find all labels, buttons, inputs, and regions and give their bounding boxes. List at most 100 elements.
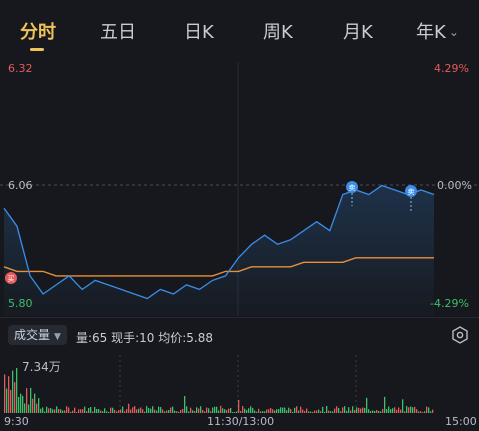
volume-bar bbox=[152, 406, 154, 413]
volume-bar bbox=[114, 409, 116, 413]
volume-bar bbox=[70, 411, 72, 413]
volume-bar bbox=[140, 407, 142, 413]
volume-bar bbox=[254, 410, 256, 413]
volume-bar bbox=[186, 406, 188, 413]
volume-bar bbox=[110, 407, 112, 413]
volume-bar bbox=[148, 407, 150, 413]
volume-bar bbox=[192, 410, 194, 413]
tab-daily-k[interactable]: 日K bbox=[184, 22, 214, 43]
volume-bar bbox=[268, 409, 270, 413]
volume-bar bbox=[6, 388, 8, 413]
sell-marker-2-glyph: 卖 bbox=[408, 188, 415, 196]
volume-bar bbox=[46, 406, 48, 413]
volume-bar bbox=[310, 411, 312, 413]
volume-bar bbox=[162, 409, 164, 413]
volume-bar bbox=[326, 406, 328, 413]
volume-bar bbox=[318, 409, 320, 413]
volume-bar bbox=[402, 399, 404, 413]
price-line bbox=[3, 184, 435, 300]
sell-marker-1[interactable]: 卖 bbox=[346, 181, 358, 206]
volume-bar bbox=[430, 411, 432, 413]
settings-hexagon-icon[interactable] bbox=[450, 325, 470, 345]
volume-bar bbox=[98, 409, 100, 413]
volume-bar bbox=[32, 398, 34, 413]
volume-info: 量:65 现手:10 均价:5.88 bbox=[76, 331, 214, 345]
volume-bar bbox=[378, 410, 380, 413]
volume-bar bbox=[164, 411, 166, 413]
volume-bar bbox=[190, 407, 192, 413]
volume-bar bbox=[306, 408, 308, 413]
chevron-down-icon: ⌄ bbox=[448, 25, 459, 39]
volume-bar bbox=[104, 408, 106, 413]
volume-bar bbox=[422, 412, 424, 413]
volume-bar bbox=[118, 410, 120, 413]
volume-bar bbox=[272, 409, 274, 413]
volume-bar bbox=[342, 407, 344, 413]
tab-five-day[interactable]: 五日 bbox=[100, 22, 136, 43]
volume-bar bbox=[58, 409, 60, 413]
tab-intraday[interactable]: 分时 bbox=[20, 22, 56, 43]
volume-bar bbox=[214, 406, 216, 413]
volume-indicator-select[interactable]: 成交量 ▼ bbox=[8, 325, 67, 345]
volume-bar bbox=[386, 409, 388, 413]
volume-bar bbox=[410, 406, 412, 413]
volume-bar bbox=[288, 407, 290, 413]
volume-bar bbox=[134, 406, 136, 413]
volume-bar bbox=[220, 405, 222, 413]
active-tab-indicator bbox=[30, 48, 44, 51]
volume-bar bbox=[292, 411, 294, 413]
volume-bar bbox=[336, 406, 338, 413]
volume-bar bbox=[200, 406, 202, 413]
volume-bar bbox=[240, 411, 242, 413]
volume-bar bbox=[92, 411, 94, 413]
volume-bar bbox=[100, 410, 102, 413]
buy-marker-glyph: 买 bbox=[8, 275, 15, 283]
volume-bar bbox=[60, 409, 62, 413]
volume-bar bbox=[296, 406, 298, 413]
volume-bar bbox=[142, 409, 144, 413]
volume-bar bbox=[174, 410, 176, 413]
volume-bar bbox=[90, 407, 92, 413]
sell-marker-2[interactable]: 卖 bbox=[405, 185, 417, 211]
tab-monthly-k[interactable]: 月K bbox=[343, 22, 373, 43]
dropdown-arrow-icon: ▼ bbox=[54, 332, 61, 342]
volume-bar bbox=[384, 396, 386, 413]
volume-bar bbox=[156, 410, 158, 413]
volume-bar bbox=[424, 411, 426, 413]
volume-bar bbox=[338, 408, 340, 413]
volume-bar bbox=[74, 407, 76, 413]
volume-bar bbox=[218, 410, 220, 413]
volume-bar bbox=[348, 407, 350, 413]
volume-bar bbox=[62, 410, 64, 413]
volume-bar bbox=[208, 408, 210, 413]
volume-bar bbox=[396, 409, 398, 413]
tab-weekly-k[interactable]: 周K bbox=[263, 22, 293, 43]
volume-bar bbox=[122, 406, 124, 413]
volume-bar bbox=[230, 408, 232, 413]
volume-bar bbox=[366, 397, 368, 413]
volume-bar bbox=[88, 408, 90, 413]
volume-bar bbox=[294, 407, 296, 413]
volume-bar bbox=[36, 403, 38, 413]
volume-bar bbox=[216, 406, 218, 413]
volume-bar bbox=[346, 410, 348, 413]
volume-bar bbox=[314, 410, 316, 413]
volume-bar bbox=[260, 411, 262, 413]
volume-bar bbox=[418, 411, 420, 413]
volume-bar bbox=[392, 408, 394, 413]
volume-bar bbox=[332, 411, 334, 413]
time-mid-label: 11:30/13:00 bbox=[207, 415, 275, 428]
volume-bar bbox=[320, 411, 322, 413]
buy-marker[interactable]: 买 bbox=[5, 272, 17, 284]
time-end-label: 15:00 bbox=[445, 415, 477, 428]
volume-bar bbox=[20, 393, 22, 413]
volume-bar bbox=[202, 410, 204, 413]
volume-bar bbox=[406, 406, 408, 413]
average-price-line bbox=[3, 257, 434, 277]
volume-bar bbox=[112, 407, 114, 413]
volume-bar bbox=[10, 390, 12, 413]
volume-indicator-label: 成交量 bbox=[14, 328, 51, 342]
volume-bar bbox=[274, 410, 276, 413]
tab-yearly-k[interactable]: 年K ⌄ bbox=[416, 18, 459, 44]
